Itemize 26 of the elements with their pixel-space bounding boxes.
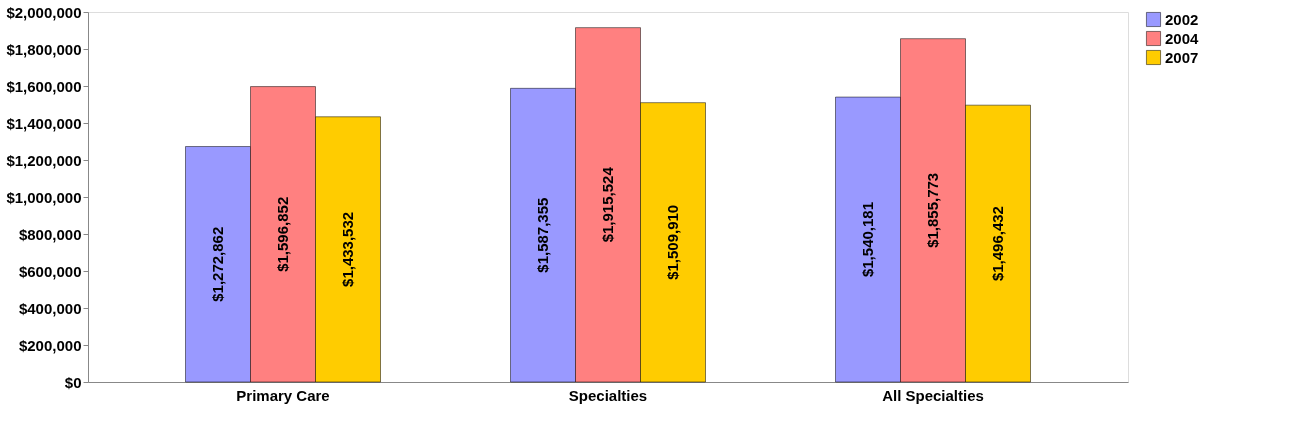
y-tick-label: $2,000,000: [6, 3, 82, 21]
y-tick-label: $1,000,000: [6, 188, 82, 206]
data-label: $1,496,432: [989, 206, 1006, 282]
y-tick-label: $1,600,000: [6, 77, 82, 95]
legend-label: 2004: [1165, 29, 1200, 47]
x-tick-label: Primary Care: [236, 386, 330, 404]
data-label: $1,587,355: [534, 197, 551, 273]
y-tick-label: $1,400,000: [6, 114, 82, 132]
y-tick-label: $0: [64, 373, 82, 391]
legend-label: 2002: [1165, 10, 1199, 28]
y-tick-label: $600,000: [18, 262, 82, 280]
y-tick-label: $400,000: [18, 299, 82, 317]
y-tick-label: $200,000: [18, 336, 82, 354]
data-label: $1,596,852: [274, 196, 291, 272]
data-label: $1,272,862: [209, 226, 226, 302]
data-label: $1,433,532: [339, 211, 356, 287]
data-label: $1,540,181: [859, 201, 876, 278]
y-tick-label: $1,800,000: [6, 40, 82, 58]
data-label: $1,509,910: [664, 204, 681, 280]
legend-label: 2007: [1165, 48, 1199, 66]
x-tick-label: Specialties: [568, 386, 648, 404]
x-tick-label: All Specialties: [882, 386, 984, 404]
y-tick-label: $1,200,000: [6, 151, 82, 169]
y-tick-label: $800,000: [18, 225, 82, 243]
data-label: $1,915,524: [599, 166, 616, 243]
data-label: $1,855,773: [924, 172, 941, 248]
